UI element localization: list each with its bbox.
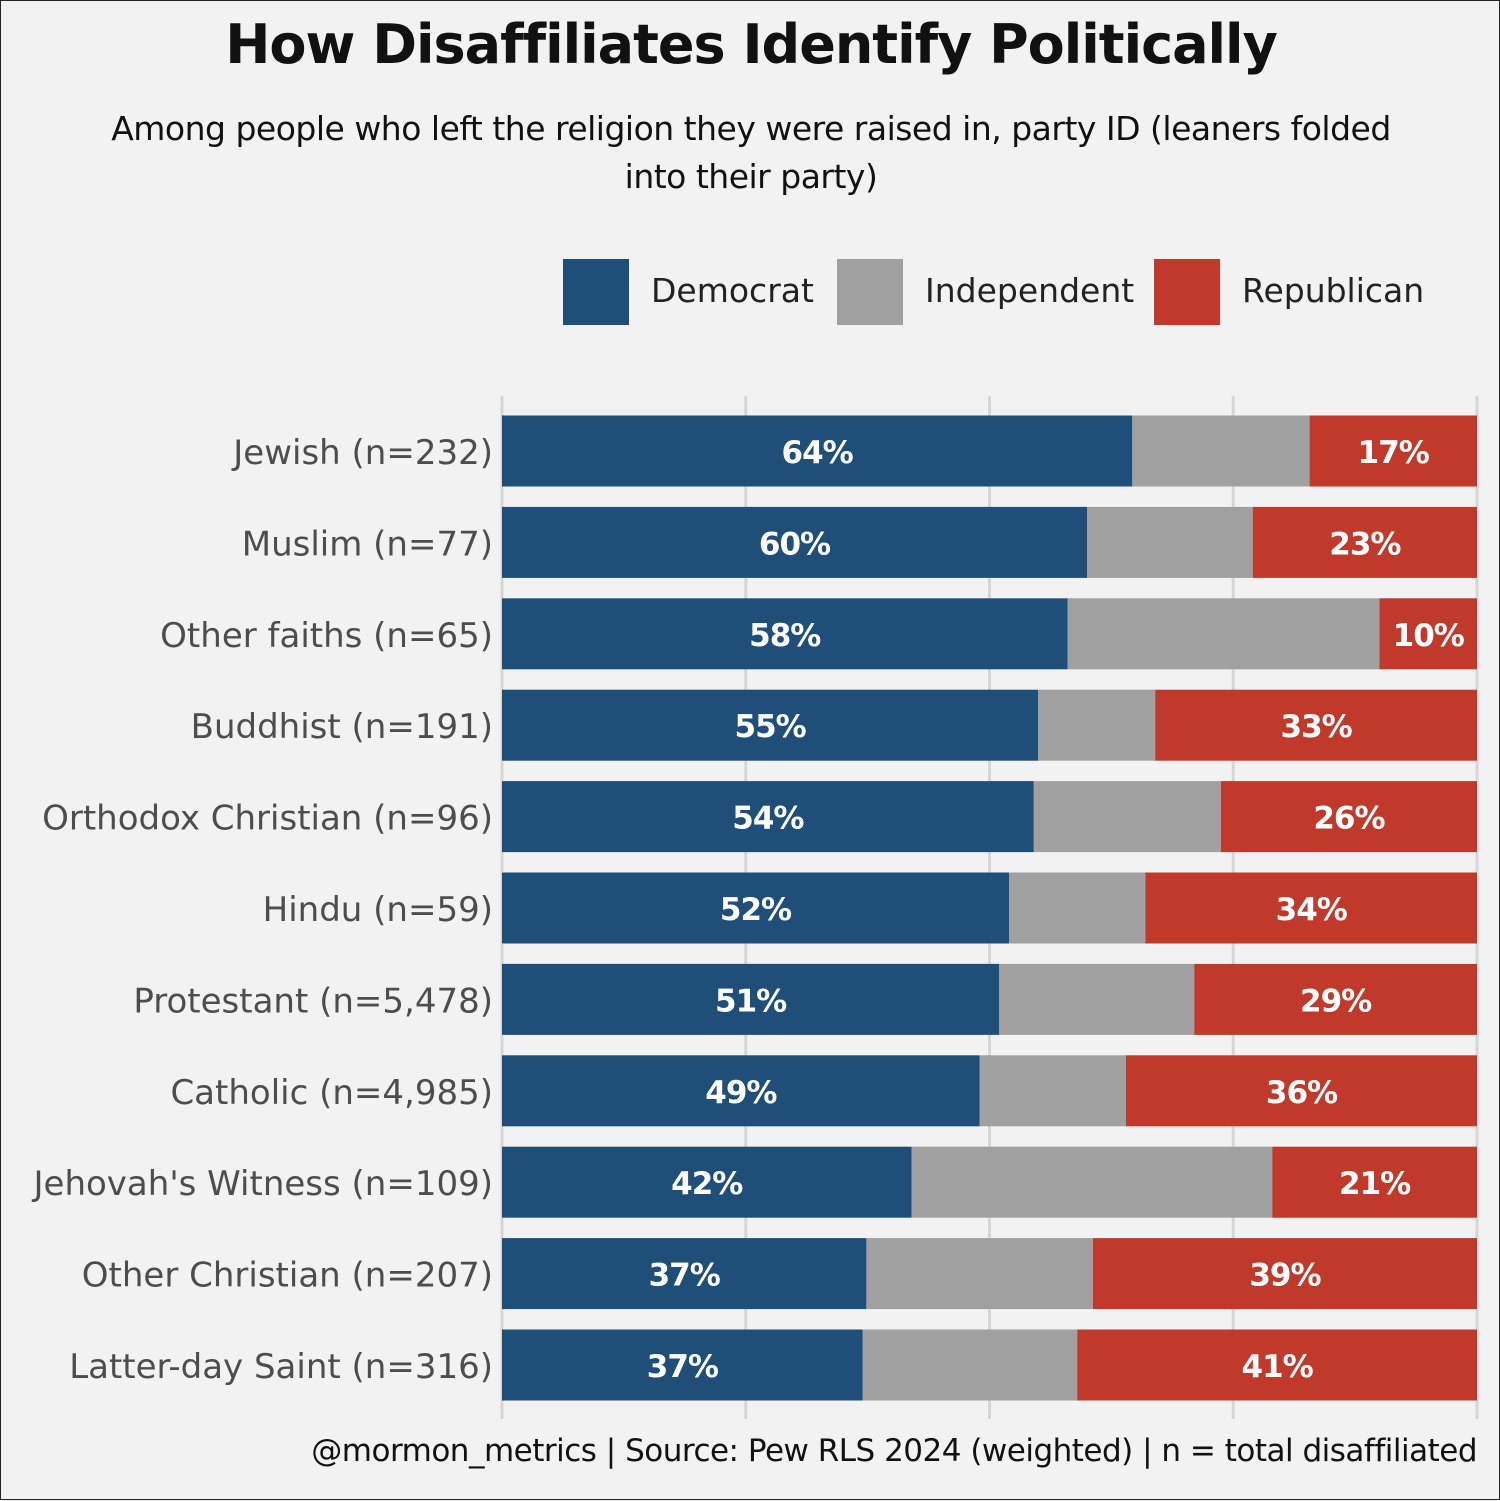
democrat-data-label: 58% [749,618,821,654]
independent-bar [1087,506,1253,578]
democrat-bar [502,689,1039,761]
category-label: Protestant (n=5,478) [133,981,493,1021]
democrat-bar [502,1238,867,1310]
category-label: Buddhist (n=191) [191,707,493,747]
republican-data-label: 41% [1242,1349,1314,1385]
republican-data-label: 36% [1266,1075,1338,1111]
category-label: Latter-day Saint (n=316) [69,1347,493,1387]
independent-bar [1132,415,1310,487]
republican-bar [1220,781,1477,853]
democrat-data-label: 64% [782,435,854,471]
democrat-data-label: 42% [671,1166,743,1202]
category-label: Muslim (n=77) [242,524,493,564]
legend-label-democrat: Democrat [651,271,814,310]
category-label: Jewish (n=232) [231,433,493,473]
democrat-data-label: 49% [705,1075,777,1111]
republican-bar [1379,598,1477,670]
category-label: Orthodox Christian (n=96) [42,799,493,839]
democrat-data-label: 54% [732,801,804,837]
category-label: Other faiths (n=65) [160,616,493,656]
republican-bar [1155,689,1477,761]
republican-data-label: 33% [1281,709,1353,745]
republican-data-label: 26% [1313,801,1385,837]
democrat-bar [502,1146,912,1218]
republican-bar [1092,1238,1477,1310]
source-footer: @mormon_metrics | Source: Pew RLS 2024 (… [311,1433,1477,1469]
republican-data-label: 21% [1339,1166,1411,1202]
republican-bar [1126,1055,1477,1127]
chart-subtitle: Among people who left the religion they … [111,109,1391,196]
independent-bar [999,963,1195,1035]
legend-swatch-republican [1154,259,1220,325]
republican-bar [1077,1329,1477,1401]
republican-data-label: 39% [1249,1258,1321,1294]
independent-bar [1067,598,1380,670]
democrat-data-label: 37% [649,1258,721,1294]
legend-label-independent: Independent [925,271,1135,310]
democrat-data-label: 51% [715,983,787,1019]
independent-bar [979,1055,1126,1127]
republican-data-label: 29% [1300,983,1372,1019]
independent-bar [911,1146,1273,1218]
category-label: Other Christian (n=207) [82,1256,493,1296]
republican-bar [1252,506,1477,578]
democrat-data-label: 60% [759,526,831,562]
democrat-data-label: 37% [647,1349,719,1385]
category-label: Jehovah's Witness (n=109) [32,1164,493,1204]
republican-data-label: 17% [1358,435,1430,471]
independent-bar [1038,689,1156,761]
chart-title: How Disaffiliates Identify Politically [225,13,1278,76]
independent-bar [1009,872,1146,944]
legend-swatch-independent [837,259,903,325]
independent-bar [862,1329,1078,1401]
independent-bar [866,1238,1093,1310]
republican-bar [1309,415,1477,487]
democrat-bar [502,598,1068,670]
democrat-bar [502,506,1087,578]
democrat-data-label: 55% [735,709,807,745]
category-label: Catholic (n=4,985) [170,1073,493,1113]
democrat-bar [502,781,1034,853]
republican-data-label: 34% [1276,892,1348,928]
republican-bar [1194,963,1477,1035]
category-label: Hindu (n=59) [263,890,493,930]
democrat-bar [502,872,1009,944]
republican-data-label: 10% [1393,618,1465,654]
legend-swatch-democrat [563,259,629,325]
democrat-data-label: 52% [720,892,792,928]
republican-bar [1145,872,1477,944]
republican-bar [1272,1146,1477,1218]
republican-data-label: 23% [1329,526,1401,562]
independent-bar [1033,781,1221,853]
democrat-bar [502,1055,980,1127]
democrat-bar [502,963,1000,1035]
legend-label-republican: Republican [1242,271,1425,310]
democrat-bar [502,1329,863,1401]
democrat-bar [502,415,1133,487]
